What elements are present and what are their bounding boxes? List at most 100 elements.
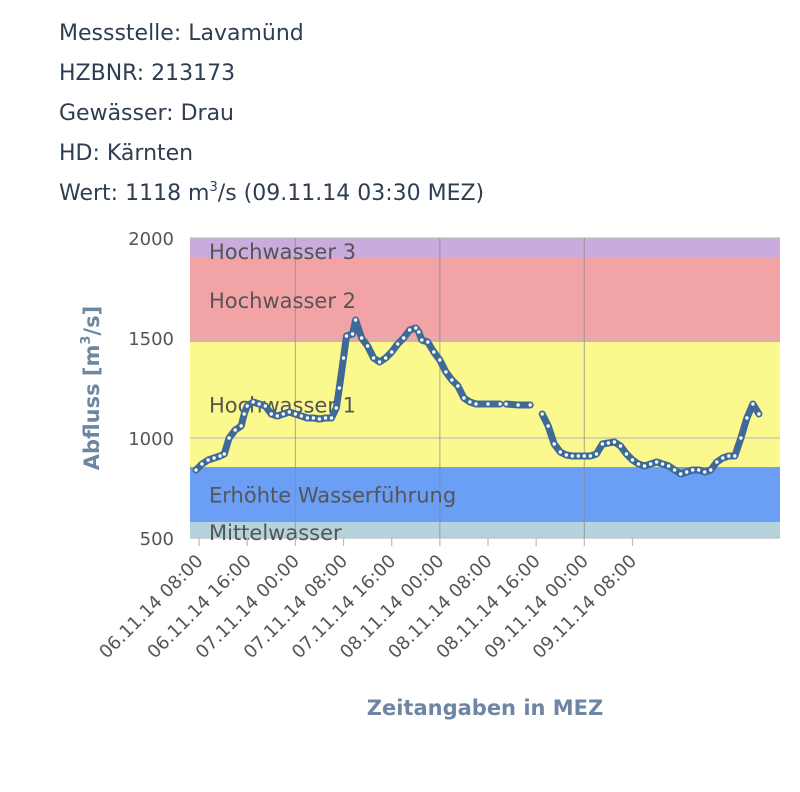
data-point-0-23 — [322, 415, 328, 421]
data-point-0-43 — [425, 339, 431, 345]
band-label-1: Erhöhte Wasserführung — [209, 484, 456, 508]
data-point-2-16 — [636, 461, 642, 467]
data-point-0-39 — [407, 327, 413, 333]
data-point-2-3 — [557, 449, 563, 455]
data-point-0-46 — [443, 369, 449, 375]
x-axis-title: Zeitangaben in MEZ — [367, 696, 604, 720]
y-tick-2000: 2000 — [128, 229, 174, 250]
y-axis-title-end: /s] — [80, 306, 104, 336]
data-point-2-22 — [672, 467, 678, 473]
data-point-2-28 — [708, 467, 714, 473]
data-point-0-17 — [286, 409, 292, 415]
wert-prefix: Wert: 1118 m — [59, 181, 210, 206]
data-point-2-36 — [756, 411, 762, 417]
band-0 — [190, 522, 780, 538]
data-point-2-29 — [714, 459, 720, 465]
data-point-2-11 — [605, 440, 611, 446]
data-point-2-35 — [750, 401, 756, 407]
data-point-0-41 — [416, 329, 422, 335]
data-point-0-11 — [250, 399, 256, 405]
data-point-2-9 — [593, 451, 599, 457]
data-point-0-48 — [455, 383, 461, 389]
data-point-2-24 — [684, 469, 690, 475]
data-point-0-34 — [377, 359, 383, 365]
data-point-2-13 — [618, 443, 624, 449]
y-axis-ticks: 500 1000 1500 2000 — [128, 229, 174, 550]
data-point-0-18 — [292, 411, 298, 417]
data-point-2-30 — [720, 455, 726, 461]
data-point-0-3 — [211, 455, 217, 461]
data-point-0-28 — [343, 333, 349, 339]
data-point-0-42 — [419, 337, 425, 343]
y-tick-1500: 1500 — [128, 329, 174, 350]
band-4 — [190, 238, 780, 258]
discharge-series — [192, 316, 763, 478]
data-point-2-21 — [666, 463, 672, 469]
data-point-0-16 — [280, 411, 286, 417]
data-point-2-8 — [587, 453, 593, 459]
data-point-2-2 — [551, 441, 557, 447]
data-point-2-15 — [630, 457, 636, 463]
data-point-2-33 — [738, 435, 744, 441]
band-label-4: Hochwasser 3 — [209, 240, 356, 264]
hd-line: HD: Kärnten — [59, 141, 194, 166]
data-point-0-4 — [217, 453, 223, 459]
data-point-2-25 — [690, 467, 696, 473]
data-point-0-50 — [467, 399, 473, 405]
data-point-0-7 — [232, 427, 238, 433]
hzbnr-line: HZBNR: 213173 — [59, 61, 236, 86]
data-point-0-8 — [238, 423, 244, 429]
data-point-2-10 — [599, 441, 605, 447]
data-point-0-27 — [340, 355, 346, 361]
wert-line: Wert: 1118 m3/s (09.11.14 03:30 MEZ) — [59, 174, 484, 214]
threshold-band-labels: Mittelwasser Erhöhte Wasserführung Hochwas… — [209, 240, 456, 545]
data-point-0-13 — [262, 403, 268, 409]
data-point-0-9 — [241, 411, 247, 417]
data-point-2-4 — [563, 452, 569, 458]
data-point-0-25 — [333, 405, 339, 411]
data-point-2-26 — [696, 467, 702, 473]
data-point-0-26 — [336, 385, 342, 391]
grid-lines — [190, 237, 780, 539]
data-point-0-1 — [199, 461, 205, 467]
y-tick-1000: 1000 — [128, 429, 174, 450]
data-point-2-5 — [569, 453, 575, 459]
data-point-0-44 — [431, 349, 437, 355]
data-point-0-19 — [298, 413, 304, 419]
band-label-3: Hochwasser 2 — [209, 289, 356, 313]
band-label-0: Mittelwasser — [209, 521, 342, 545]
data-point-0-5 — [221, 451, 227, 457]
data-point-2-6 — [575, 453, 581, 459]
gewaesser-line: Gewässer: Drau — [59, 101, 234, 126]
data-point-2-20 — [660, 461, 666, 467]
data-point-2-27 — [702, 469, 708, 475]
data-point-0-32 — [365, 343, 371, 349]
y-tick-500: 500 — [140, 529, 174, 550]
data-point-0-49 — [461, 395, 467, 401]
data-point-0-20 — [304, 415, 310, 421]
data-point-2-34 — [744, 415, 750, 421]
y-axis-title-exponent: 3 — [79, 336, 94, 345]
data-point-2-17 — [642, 463, 648, 469]
station-info: Messstelle: Lavamünd HZBNR: 213173 Gewäs… — [59, 14, 484, 214]
data-point-0-37 — [395, 341, 401, 347]
data-point-0-22 — [316, 416, 322, 422]
y-axis-title-main: Abfluss [m — [80, 345, 104, 471]
data-point-2-32 — [732, 453, 738, 459]
data-point-0-38 — [401, 335, 407, 341]
data-point-2-0 — [539, 411, 545, 417]
data-point-0-53 — [497, 401, 503, 407]
data-point-2-1 — [545, 423, 551, 429]
data-point-1-2 — [527, 402, 533, 408]
data-point-0-15 — [274, 413, 280, 419]
data-point-2-23 — [678, 471, 684, 477]
data-point-0-10 — [244, 403, 250, 409]
day-separator-lines — [294, 238, 585, 538]
data-point-0-29 — [350, 331, 356, 337]
data-point-0-47 — [449, 377, 455, 383]
data-point-1-1 — [515, 402, 521, 408]
band-3 — [190, 258, 780, 342]
messstelle-line: Messstelle: Lavamünd — [59, 21, 304, 46]
data-point-0-21 — [310, 415, 316, 421]
